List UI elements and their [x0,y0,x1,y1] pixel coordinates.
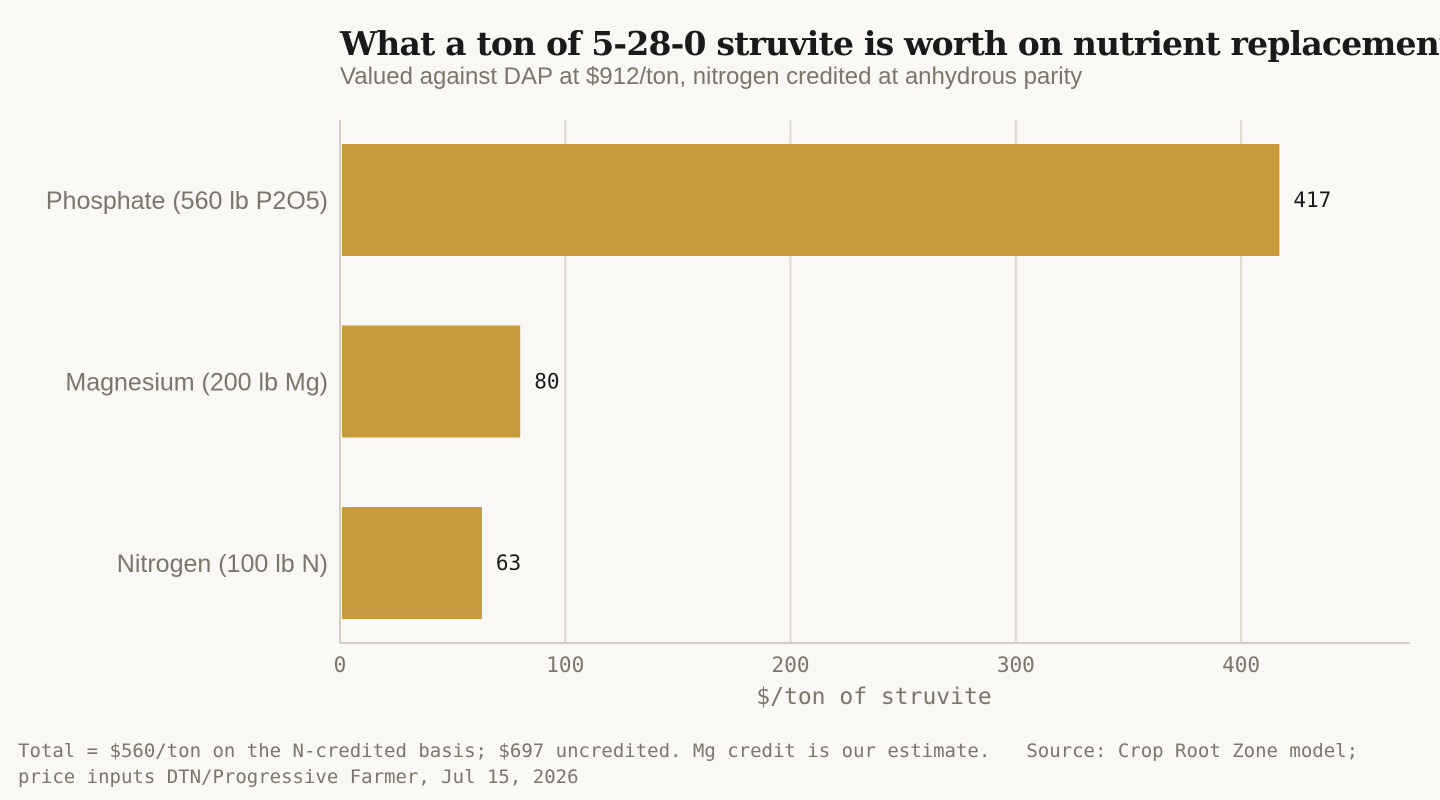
footer-note: Total = $560/ton on the N-credited basis… [18,740,991,762]
x-tick-label: 300 [997,653,1035,677]
x-tick-label: 400 [1222,653,1260,677]
footer: Total = $560/ton on the N-credited basis… [18,738,1418,790]
x-axis-title: $/ton of struvite [756,684,991,710]
bar-chart: 0 100 200 300 400 Phosphate (560 lb P2O5) 417 M… [46,120,1410,710]
x-tick-label: 0 [334,653,347,677]
category-label: Magnesium (200 lb Mg) [65,369,328,397]
x-tick-label: 200 [772,653,810,677]
x-tick-label: 100 [546,653,584,677]
value-label: 417 [1293,188,1331,212]
category-label: Nitrogen (100 lb N) [117,550,328,578]
bar [342,144,1280,256]
footer-source: Source: Crop Root Zone model; price inpu… [18,740,1359,788]
value-label: 80 [534,370,559,394]
bar [342,507,482,619]
chart-subtitle: Valued against DAP at $912/ton, nitrogen… [340,63,1083,90]
bar [342,325,521,438]
category-label: Phosphate (560 lb P2O5) [46,187,328,215]
chart-title: What a ton of 5-28-0 struvite is worth o… [340,24,1440,63]
value-label: 63 [496,551,521,575]
